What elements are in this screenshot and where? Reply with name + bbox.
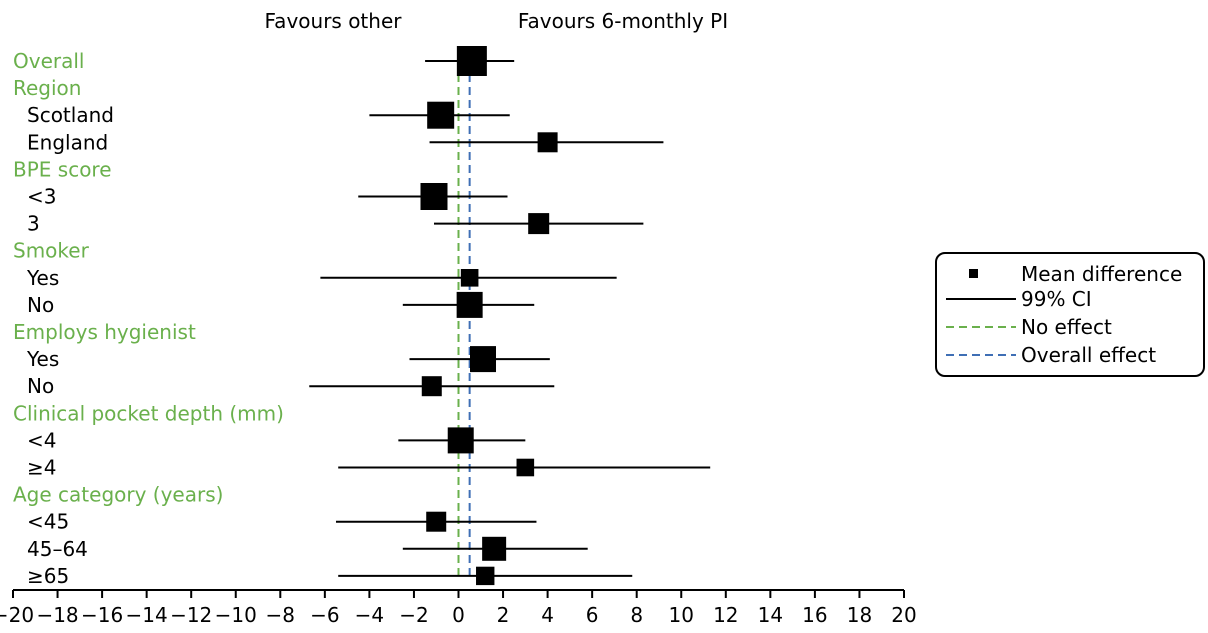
mean-difference-marker xyxy=(427,101,455,129)
x-tick-label: 4 xyxy=(541,603,554,627)
mean-difference-marker xyxy=(470,346,497,373)
mean-difference-marker xyxy=(482,536,507,561)
header-favours-other: Favours other xyxy=(265,9,403,33)
mean-difference-marker xyxy=(537,132,558,153)
x-tick-label: 2 xyxy=(497,603,510,627)
mean-difference-marker xyxy=(456,291,483,318)
legend-no-effect: No effect xyxy=(1021,315,1112,339)
header-favours-6-monthly-pi: Favours 6-monthly PI xyxy=(518,9,728,33)
mean-difference-marker xyxy=(460,269,479,287)
row-label: 3 xyxy=(27,212,40,236)
mean-difference-marker xyxy=(426,511,447,532)
row-label: Smoker xyxy=(13,239,90,263)
x-tick-label: −2 xyxy=(399,603,428,627)
mean-difference-marker xyxy=(476,566,495,586)
legend-box xyxy=(935,252,1205,377)
x-tick-label: 14 xyxy=(758,603,783,627)
x-axis: −20 −18 −16 −14 −12 −10 −8 −6 −4 −2 0 2 4 6 8 10 12 14 16 1… xyxy=(0,589,917,627)
x-tick-label: −20 xyxy=(0,603,34,627)
row-label: <4 xyxy=(27,428,56,452)
legend-overall-effect: Overall effect xyxy=(1021,343,1156,367)
x-tick-label: 6 xyxy=(586,603,599,627)
row-label: <3 xyxy=(27,185,56,209)
x-tick-label: −16 xyxy=(81,603,123,627)
row-label: ≥4 xyxy=(27,456,56,480)
row-label: No xyxy=(27,374,54,398)
legend-marker-icon xyxy=(969,269,978,278)
row-label: BPE score xyxy=(13,157,112,181)
x-tick-label: −12 xyxy=(170,603,212,627)
row-label: Employs hygienist xyxy=(13,320,196,344)
x-tick-label: −14 xyxy=(126,603,168,627)
row-label: Clinical pocket depth (mm) xyxy=(13,401,284,425)
x-tick-label: −4 xyxy=(355,603,384,627)
x-tick-label: 20 xyxy=(891,603,916,627)
mean-difference-marker xyxy=(420,183,448,210)
x-tick-label: −10 xyxy=(215,603,257,627)
row-label: England xyxy=(27,130,108,154)
plot-area: Overall Region Scotland England BPE score <3 3… xyxy=(13,46,711,588)
row-label: 45–64 xyxy=(27,537,88,561)
x-tick-label: 0 xyxy=(452,603,465,627)
mean-difference-marker xyxy=(516,458,535,477)
x-tick-label: 16 xyxy=(802,603,827,627)
mean-difference-marker xyxy=(447,427,474,454)
x-tick-label: 10 xyxy=(669,603,694,627)
x-tick-label: −6 xyxy=(310,603,339,627)
row-label: Yes xyxy=(26,266,59,290)
row-label: Age category (years) xyxy=(13,483,223,507)
row-label: Region xyxy=(13,76,81,100)
legend-mean-difference: Mean difference xyxy=(1021,262,1182,286)
legend: Mean difference 99% CI No effect Overall… xyxy=(935,252,1205,377)
mean-difference-marker xyxy=(528,213,550,235)
x-tick-label: 8 xyxy=(630,603,643,627)
row-label: ≥65 xyxy=(27,564,69,588)
x-tick-label: 12 xyxy=(713,603,738,627)
row-label: Yes xyxy=(26,347,59,371)
row-label: <45 xyxy=(27,510,69,534)
legend-ci: 99% CI xyxy=(1021,287,1092,311)
mean-difference-marker xyxy=(456,46,487,76)
row-label: Overall xyxy=(13,49,84,73)
x-tick-label: −18 xyxy=(36,603,78,627)
x-tick-label: 18 xyxy=(847,603,872,627)
mean-difference-marker xyxy=(421,376,442,397)
row-label: Scotland xyxy=(27,103,114,127)
row-label: No xyxy=(27,293,54,317)
x-tick-label: −8 xyxy=(266,603,295,627)
